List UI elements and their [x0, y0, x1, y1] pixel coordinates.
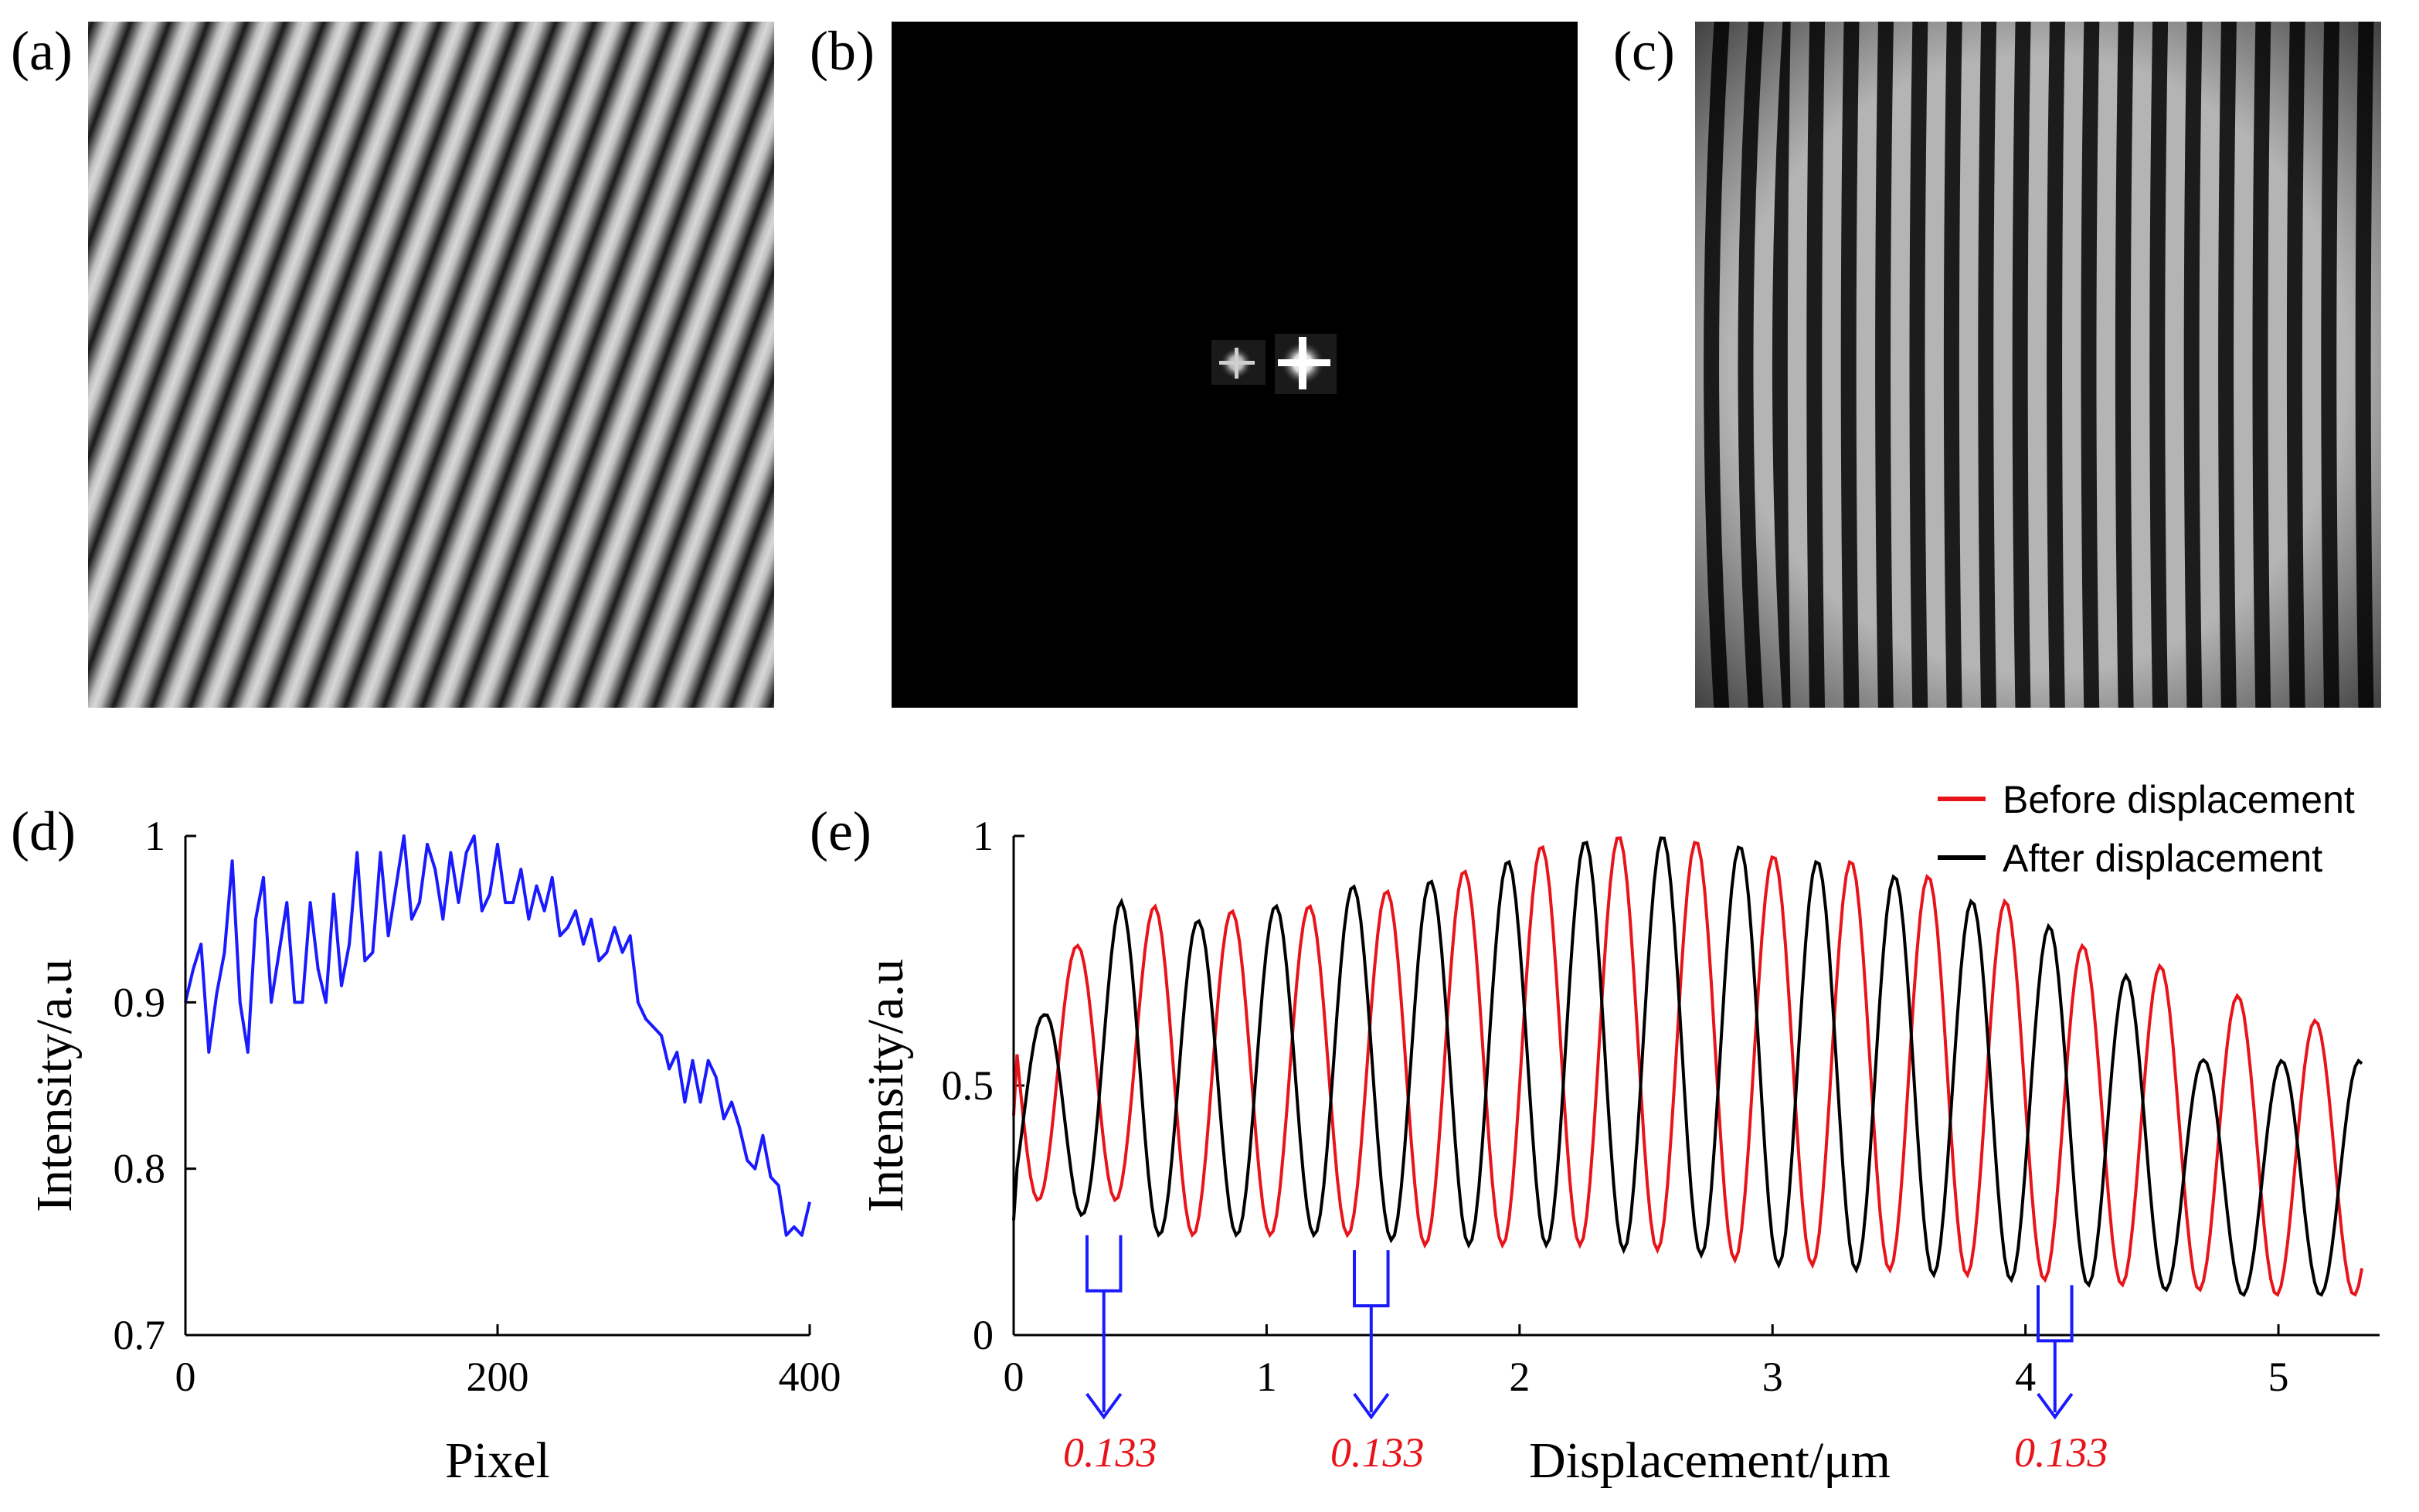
fringe-stripe	[219, 22, 677, 708]
chart-d: 0 200 400 0.7 0.8 0.9 1 Pixel Intensity/a.u	[26, 813, 841, 1489]
shift-bracket	[2037, 1285, 2074, 1343]
chart-e-legend: Before displacement After displacement	[1938, 778, 2355, 880]
y-tick-label: 1	[144, 813, 165, 859]
x-tick-label: 200	[467, 1354, 529, 1400]
chart-e-line-before-displacement	[1012, 836, 2364, 1297]
fringe-image-a	[88, 22, 774, 708]
chart-e: 0 1 2 3 4 5 0 0.5 1 0.133 0.133 0.133 Displacement…	[858, 778, 2380, 1489]
y-tick-label: 0	[973, 1312, 994, 1358]
x-tick-label: 400	[779, 1354, 841, 1400]
fringe-stripe	[88, 22, 370, 708]
spectrum-peak-right	[1275, 334, 1337, 394]
fringe-stripe	[88, 22, 404, 708]
chart-d-ylabel: Intensity/a.u	[26, 959, 83, 1212]
fringe-stripe	[253, 22, 711, 708]
x-tick-label: 0	[175, 1354, 196, 1400]
fringe-stripe	[88, 22, 438, 708]
panel-c: (c)	[1613, 20, 2381, 708]
y-tick-label: 1	[973, 813, 994, 859]
panel-label-b: (b)	[810, 20, 875, 82]
panel-b: (b)	[810, 20, 1578, 708]
chart-d-line-intensity	[184, 834, 811, 1237]
panel-e: (e) 0 1 2 3 4 5 0 0.5 1 0.133 0.133 0.133 Displace…	[810, 778, 2380, 1489]
shift-arrow-head	[1085, 1392, 1123, 1420]
chart-e-xlabel: Displacement/μm	[1529, 1432, 1891, 1489]
fringe-stripe	[526, 22, 774, 708]
shift-annotation-label: 0.133	[1330, 1429, 1425, 1476]
x-tick-label: 4	[2015, 1354, 2036, 1400]
fringe-image-c	[1695, 22, 2381, 708]
panel-label-a: (a)	[11, 20, 73, 82]
shift-annotation-label: 0.133	[1063, 1429, 1157, 1476]
y-tick-label: 0.5	[942, 1062, 994, 1109]
chart-d-xlabel: Pixel	[445, 1432, 550, 1489]
fringe-stripe	[117, 22, 575, 708]
fringe-stripe	[458, 22, 774, 708]
panel-d: (d) 0 200 400 0.7 0.8 0.9 1 Pixel Intensity/a.…	[11, 800, 841, 1489]
x-tick-label: 2	[1509, 1354, 1530, 1400]
shift-arrow-head	[1353, 1392, 1390, 1420]
fringe-stripe	[185, 22, 643, 708]
fringe-stripe	[88, 22, 541, 708]
spectrum-peak-left	[1211, 340, 1266, 385]
x-tick-label: 1	[1256, 1354, 1277, 1400]
fringe-stripe	[492, 22, 774, 708]
fringe-stripe	[356, 22, 774, 708]
chart-e-ylabel: Intensity/a.u	[858, 959, 914, 1212]
y-tick-label: 0.7	[114, 1312, 166, 1358]
y-tick-label: 0.9	[114, 979, 166, 1025]
chart-e-line-after-displacement	[1012, 836, 2363, 1297]
x-tick-label: 5	[2268, 1354, 2289, 1400]
legend-label-after: After displacement	[2003, 837, 2322, 880]
panel-label-e: (e)	[810, 800, 871, 862]
fringe-stripe	[287, 22, 746, 708]
legend-label-before: Before displacement	[2003, 778, 2355, 821]
fringe-stripe	[88, 22, 472, 708]
fringe-stripe	[321, 22, 774, 708]
fringe-stripe	[88, 22, 336, 708]
x-tick-label: 3	[1762, 1354, 1783, 1400]
fringe-stripe	[424, 22, 774, 708]
y-tick-label: 0.8	[114, 1146, 166, 1192]
panel-a: (a)	[11, 20, 774, 708]
x-tick-label: 0	[1004, 1354, 1024, 1400]
panel-label-d: (d)	[11, 800, 76, 862]
fringe-stripe	[390, 22, 774, 708]
shift-bracket	[1353, 1250, 1390, 1308]
shift-bracket	[1085, 1235, 1123, 1293]
fringe-stripe	[88, 22, 506, 708]
panel-label-c: (c)	[1613, 20, 1675, 82]
shift-arrow-head	[2037, 1392, 2074, 1420]
fringe-stripe	[151, 22, 609, 708]
shift-annotation-label: 0.133	[2014, 1429, 2108, 1476]
